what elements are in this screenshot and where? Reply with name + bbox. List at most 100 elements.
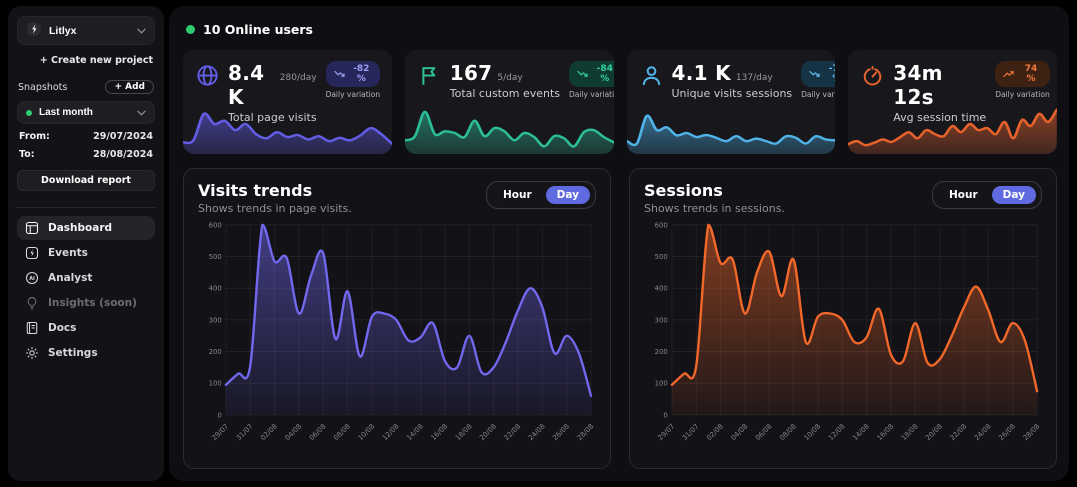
svg-text:24/08: 24/08 xyxy=(527,422,547,442)
settings-icon xyxy=(25,346,39,360)
daily-variation-badge: -72 % xyxy=(801,61,836,87)
flag-icon xyxy=(418,64,441,100)
stat-title: Total custom events xyxy=(449,87,561,100)
snapshot-selector[interactable]: Last month xyxy=(17,101,155,124)
svg-text:18/08: 18/08 xyxy=(900,422,920,442)
svg-text:500: 500 xyxy=(209,253,222,261)
stat-value: 167 xyxy=(449,61,493,85)
insights-icon xyxy=(25,296,39,310)
svg-text:10/08: 10/08 xyxy=(802,422,822,442)
sidebar-item-analyst[interactable]: AI Analyst xyxy=(17,266,155,290)
svg-text:400: 400 xyxy=(209,285,222,293)
stat-card-unique-visits-sessions: 4.1 K 137/day Unique visits sessions -72 % D… xyxy=(626,50,836,154)
sidebar-item-events[interactable]: Events xyxy=(17,241,155,265)
sparkline xyxy=(404,104,614,154)
toggle-hour[interactable]: Hour xyxy=(949,189,978,201)
snapshot-selected: Last month xyxy=(39,107,93,118)
sidebar-item-settings[interactable]: Settings xyxy=(17,341,155,365)
svg-text:20/08: 20/08 xyxy=(478,422,498,442)
sessions-card: Sessions Shows trends in sessions. Hour Day… xyxy=(629,168,1057,469)
svg-text:02/08: 02/08 xyxy=(705,422,725,442)
sidebar-item-label: Events xyxy=(48,247,88,259)
toggle-day[interactable]: Day xyxy=(545,186,590,204)
sidebar-divider xyxy=(15,207,157,208)
trend-down-icon xyxy=(577,70,590,78)
svg-text:200: 200 xyxy=(209,348,222,356)
stat-value: 4.1 K xyxy=(671,61,731,85)
sessions-chart: 0 100 200 300 400 500 600 29/07 31/07 02/08 04/08 0… xyxy=(644,217,1042,460)
svg-text:04/08: 04/08 xyxy=(283,422,303,442)
stat-per-day: 280/day xyxy=(279,73,317,83)
svg-text:AI: AI xyxy=(29,276,35,282)
litlyx-logo-icon xyxy=(26,21,42,40)
from-label: From: xyxy=(19,131,50,142)
svg-text:300: 300 xyxy=(655,316,668,324)
toggle-day[interactable]: Day xyxy=(991,186,1036,204)
snapshots-label: Snapshots xyxy=(18,81,68,93)
svg-text:20/08: 20/08 xyxy=(924,422,944,442)
svg-text:22/08: 22/08 xyxy=(503,422,523,442)
svg-text:300: 300 xyxy=(209,316,222,324)
svg-text:600: 600 xyxy=(209,221,222,229)
daily-variation-badge: -82 % xyxy=(325,61,381,87)
chart-title: Visits trends xyxy=(198,181,313,200)
toggle-hour[interactable]: Hour xyxy=(503,189,532,201)
stat-cards-row: 8.4 K 280/day Total page visits -82 % Daily … xyxy=(183,50,1057,154)
svg-text:500: 500 xyxy=(655,253,668,261)
stat-value: 8.4 K xyxy=(228,61,265,109)
svg-text:600: 600 xyxy=(655,221,668,229)
sidebar-item-label: Analyst xyxy=(48,272,93,284)
svg-text:28/08: 28/08 xyxy=(576,422,596,442)
stat-per-day: 137/day xyxy=(735,73,773,83)
svg-text:08/08: 08/08 xyxy=(332,422,352,442)
daily-variation-label: Daily variation xyxy=(569,90,613,99)
events-icon xyxy=(25,246,39,260)
sidebar-nav: Dashboard Events AI Analyst Insights (soon) D… xyxy=(17,216,155,366)
project-selector[interactable]: Litlyx xyxy=(17,16,155,45)
to-label: To: xyxy=(19,149,35,160)
sidebar-item-dashboard[interactable]: Dashboard xyxy=(17,216,155,240)
svg-text:22/08: 22/08 xyxy=(949,422,969,442)
docs-icon xyxy=(25,321,39,335)
sidebar-item-label: Dashboard xyxy=(48,222,113,234)
trend-up-icon xyxy=(1003,70,1016,78)
svg-text:08/08: 08/08 xyxy=(778,422,798,442)
add-snapshot-button[interactable]: + Add xyxy=(105,80,154,94)
daily-variation-label: Daily variation xyxy=(995,90,1050,99)
sidebar: Litlyx + Create new project Snapshots + … xyxy=(8,6,164,481)
sidebar-item-label: Insights (soon) xyxy=(48,297,137,309)
sparkline xyxy=(848,104,1057,154)
interval-toggle: Hour Day xyxy=(486,181,596,209)
sparkline xyxy=(183,104,392,154)
svg-text:16/08: 16/08 xyxy=(875,422,895,442)
svg-text:31/07: 31/07 xyxy=(235,422,255,442)
svg-text:29/07: 29/07 xyxy=(210,422,230,442)
project-name: Litlyx xyxy=(49,24,77,37)
svg-text:100: 100 xyxy=(209,380,222,388)
download-report-button[interactable]: Download report xyxy=(17,170,155,191)
stat-title: Total page visits xyxy=(228,111,317,124)
svg-text:29/07: 29/07 xyxy=(656,422,676,442)
svg-text:12/08: 12/08 xyxy=(381,422,401,442)
svg-text:10/08: 10/08 xyxy=(356,422,376,442)
svg-text:400: 400 xyxy=(655,285,668,293)
svg-text:100: 100 xyxy=(655,380,668,388)
timer-icon xyxy=(861,64,884,124)
stat-per-day: 5/day xyxy=(497,73,523,83)
badge-value: -84 % xyxy=(596,64,613,84)
trend-down-icon xyxy=(333,70,347,78)
sidebar-item-docs[interactable]: Docs xyxy=(17,316,155,340)
stat-title: Avg session time xyxy=(893,111,987,124)
svg-text:12/08: 12/08 xyxy=(827,422,847,442)
svg-text:16/08: 16/08 xyxy=(429,422,449,442)
trend-down-icon xyxy=(809,70,822,78)
analyst-icon: AI xyxy=(25,271,39,285)
stat-card-total-custom-events: 167 5/day Total custom events -84 % Daily va… xyxy=(404,50,614,154)
main-panel: 10 Online users 8.4 K 280/day Total page v… xyxy=(169,6,1069,481)
from-value: 29/07/2024 xyxy=(93,131,153,142)
chevron-down-icon xyxy=(137,28,146,34)
daily-variation-label: Daily variation xyxy=(325,90,381,99)
daily-variation-label: Daily variation xyxy=(801,90,835,99)
create-new-project-link[interactable]: + Create new project xyxy=(39,55,153,66)
snapshot-status-dot xyxy=(26,109,32,116)
